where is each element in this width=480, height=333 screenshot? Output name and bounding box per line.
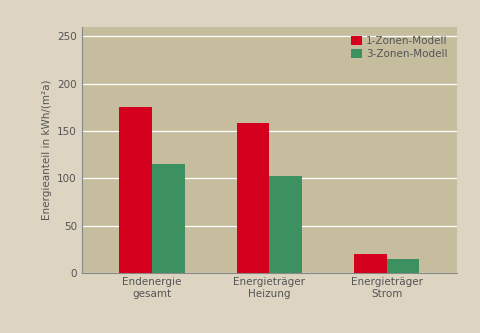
Bar [152, 164, 184, 273]
Bar [236, 123, 269, 273]
Bar [386, 259, 419, 273]
Bar [269, 176, 301, 273]
Y-axis label: Energieanteil in kWh/(m²a): Energieanteil in kWh/(m²a) [41, 80, 51, 220]
Bar [353, 254, 386, 273]
Bar [119, 107, 152, 273]
Legend: 1-Zonen-Modell, 3-Zonen-Modell: 1-Zonen-Modell, 3-Zonen-Modell [347, 32, 451, 63]
